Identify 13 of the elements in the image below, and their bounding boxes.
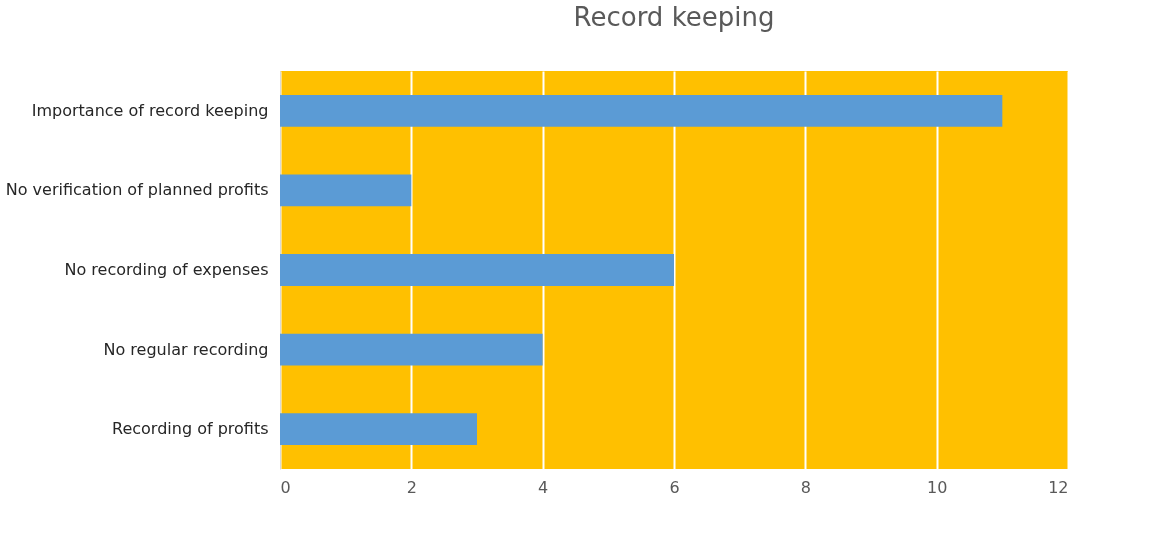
- x-tick-label: 0: [280, 477, 291, 497]
- chart-title: Record keeping: [573, 2, 775, 32]
- x-tick-label: 10: [926, 477, 948, 497]
- x-tick-label: 6: [669, 477, 680, 497]
- y-tick-label: Importance of record keeping: [31, 100, 269, 120]
- x-tick-label: 4: [538, 477, 549, 497]
- x-tick-label: 8: [800, 477, 811, 497]
- x-tick-label: 12: [1048, 477, 1069, 497]
- x-tick-label: 2: [406, 477, 417, 497]
- y-tick-label: No regular recording: [103, 339, 269, 359]
- y-tick-label: Recording of profits: [112, 419, 269, 439]
- y-tick-label: No recording of expenses: [64, 260, 269, 279]
- y-tick-label: No verification of planned profits: [5, 180, 269, 200]
